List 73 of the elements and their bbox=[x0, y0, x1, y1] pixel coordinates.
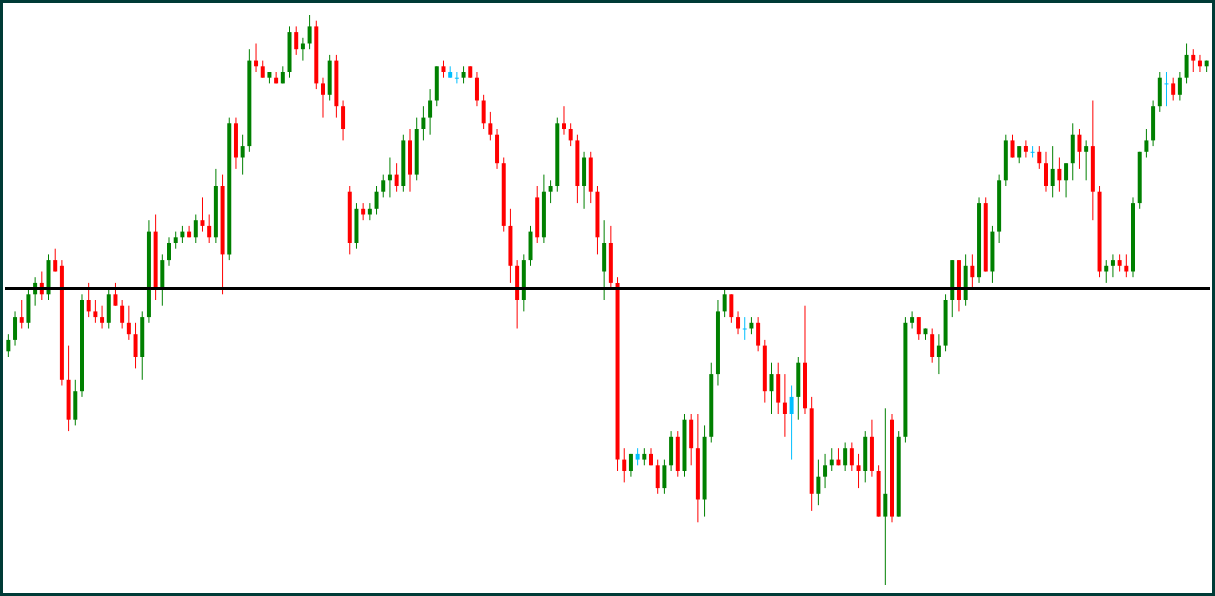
candlestick bbox=[113, 282, 118, 307]
candlestick bbox=[240, 134, 245, 176]
candlestick bbox=[816, 459, 821, 506]
candlestick bbox=[320, 77, 325, 119]
candlestick bbox=[381, 174, 386, 198]
candlestick bbox=[722, 288, 727, 318]
candlestick bbox=[1023, 139, 1028, 158]
candlestick bbox=[729, 293, 734, 324]
candlestick bbox=[910, 310, 915, 329]
candlestick bbox=[1124, 253, 1129, 278]
candlestick bbox=[1171, 77, 1176, 101]
candlestick bbox=[736, 310, 741, 335]
candlestick bbox=[1177, 71, 1182, 101]
candlestick bbox=[1043, 151, 1048, 193]
candlestick bbox=[1184, 43, 1189, 84]
candlestick bbox=[843, 442, 848, 472]
candlestick bbox=[1050, 145, 1055, 198]
candlestick bbox=[1104, 259, 1109, 284]
candlestick bbox=[662, 459, 667, 495]
candlestick bbox=[421, 105, 426, 141]
candlestick bbox=[769, 362, 774, 415]
candlestick bbox=[307, 14, 312, 50]
candlestick bbox=[1084, 139, 1089, 181]
candlestick bbox=[1010, 134, 1015, 158]
candlestick bbox=[856, 453, 861, 489]
candlestick bbox=[120, 299, 125, 329]
candlestick bbox=[93, 299, 98, 324]
candlestick bbox=[1191, 48, 1196, 73]
candlestick bbox=[568, 122, 573, 147]
candlestick bbox=[428, 88, 433, 136]
candlestick bbox=[742, 316, 747, 341]
candlestick bbox=[193, 214, 198, 244]
candlestick bbox=[200, 196, 205, 233]
candlestick bbox=[916, 316, 921, 341]
candlestick bbox=[561, 105, 566, 136]
candlestick bbox=[6, 333, 11, 358]
candlestick bbox=[782, 373, 787, 438]
candlestick bbox=[481, 94, 486, 130]
candlestick bbox=[548, 179, 553, 204]
candlestick bbox=[936, 333, 941, 375]
candlestick bbox=[294, 25, 299, 56]
candlestick bbox=[883, 407, 888, 586]
candlestick bbox=[13, 310, 18, 347]
candlestick bbox=[1164, 71, 1169, 107]
candlestick bbox=[126, 305, 131, 341]
candlestick bbox=[1064, 162, 1069, 198]
candlestick bbox=[207, 214, 212, 244]
candlestick bbox=[1144, 128, 1149, 158]
candlestick bbox=[374, 185, 379, 215]
candlestick bbox=[454, 71, 459, 84]
candlestick bbox=[789, 385, 794, 461]
candlestick bbox=[167, 236, 172, 267]
candlestick bbox=[930, 328, 935, 364]
candlestick bbox=[341, 100, 346, 141]
candlestick bbox=[1110, 253, 1115, 278]
candlestick bbox=[86, 282, 91, 318]
candlestick bbox=[19, 299, 24, 329]
candlestick bbox=[53, 248, 58, 272]
candlestick bbox=[488, 111, 493, 141]
candlestick bbox=[756, 316, 761, 352]
candlestick bbox=[849, 442, 854, 472]
candlestick bbox=[970, 253, 975, 290]
candlestick bbox=[100, 305, 105, 329]
candlestick bbox=[1037, 145, 1042, 170]
candlestick bbox=[655, 459, 660, 495]
candlestick bbox=[1057, 157, 1062, 193]
candlestick bbox=[133, 322, 138, 369]
candlestick bbox=[823, 453, 828, 489]
candlestick bbox=[622, 447, 627, 483]
candlestick bbox=[474, 71, 479, 107]
candlestick bbox=[1077, 128, 1082, 170]
candlestick bbox=[394, 162, 399, 193]
candlestick bbox=[1030, 145, 1035, 158]
